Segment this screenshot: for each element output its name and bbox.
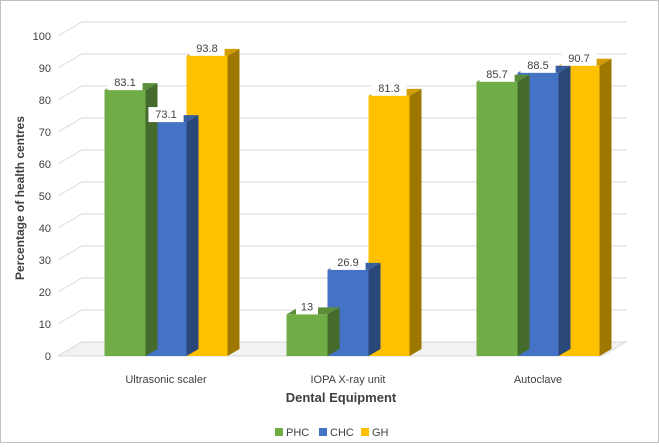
gridlines — [57, 21, 626, 357]
data-label-bg — [520, 57, 556, 73]
data-label-bg — [330, 254, 366, 270]
bar-phc-2 — [476, 74, 530, 356]
y-tick-label: 30 — [39, 255, 51, 267]
legend-item-gh: GH — [361, 427, 389, 439]
data-label: 13 — [296, 299, 318, 315]
y-tick-label: 0 — [45, 351, 51, 363]
gridline — [57, 149, 626, 165]
data-label-text: 88.5 — [527, 60, 548, 72]
bar-phc-0 — [104, 83, 158, 356]
y-tick-label: 40 — [39, 223, 51, 235]
legend-label: PHC — [286, 427, 309, 439]
bar-side — [409, 88, 422, 356]
data-label-text: 26.9 — [337, 257, 358, 269]
data-label: 85.7 — [479, 66, 515, 82]
data-label: 88.5 — [520, 57, 556, 73]
data-label-text: 93.8 — [196, 43, 217, 55]
gridline — [57, 213, 626, 229]
data-label-text: 81.3 — [378, 83, 399, 95]
bar-side — [517, 74, 530, 356]
legend: PHC CHC GH — [275, 427, 389, 439]
gridline — [57, 21, 626, 37]
bar-front — [476, 81, 518, 356]
bar-front — [104, 90, 146, 356]
x-axis-title: Dental Equipment — [286, 390, 397, 405]
x-tick-label: IOPA X-ray unit — [311, 374, 386, 386]
bar-side — [327, 307, 340, 356]
legend-item-chc: CHC — [319, 427, 354, 439]
gridline — [57, 181, 626, 197]
bars — [104, 48, 612, 357]
data-label-text: 13 — [301, 301, 313, 313]
data-label-bg — [148, 107, 184, 123]
bar-phc-1 — [286, 307, 340, 356]
data-label-bg — [189, 40, 225, 56]
data-label-bg — [479, 66, 515, 82]
y-tick-labels: 0 10 20 30 40 50 60 70 80 90 100 — [33, 31, 51, 363]
data-label: 90.7 — [561, 50, 597, 66]
x-tick-label: Autoclave — [514, 374, 562, 386]
data-label-text: 83.1 — [114, 77, 135, 89]
bar-side — [558, 65, 571, 357]
data-label-bg — [561, 50, 597, 66]
y-tick-label: 10 — [39, 319, 51, 331]
x-tick-labels: Ultrasonic scaler IOPA X-ray unit Autoclav… — [125, 374, 562, 386]
legend-swatch — [361, 428, 369, 436]
data-label-text: 73.1 — [155, 109, 176, 121]
legend-label: GH — [372, 427, 389, 439]
y-axis-title: Percentage of health centres — [13, 116, 27, 280]
y-tick-label: 90 — [39, 63, 51, 75]
y-tick-label: 60 — [39, 159, 51, 171]
data-label: 26.9 — [330, 254, 366, 270]
data-label: 83.1 — [107, 75, 143, 91]
gridline — [57, 85, 626, 101]
bar-front — [286, 314, 328, 356]
y-tick-label: 70 — [39, 127, 51, 139]
gridline — [57, 117, 626, 133]
bar-side — [599, 58, 612, 356]
y-tick-label: 80 — [39, 95, 51, 107]
bar-side — [368, 262, 381, 356]
y-tick-label: 50 — [39, 191, 51, 203]
data-label-text: 90.7 — [568, 53, 589, 65]
x-tick-label: Ultrasonic scaler — [125, 374, 207, 386]
data-label-bg — [296, 299, 318, 315]
legend-item-phc: PHC — [275, 427, 309, 439]
data-label: 73.1 — [148, 107, 184, 123]
bar-side — [227, 48, 240, 357]
data-labels: 83.1 73.1 93.8 13 26.9 81.3 85.7 88.5 90.7 — [107, 40, 597, 315]
gridline — [57, 277, 626, 293]
y-tick-label: 100 — [33, 31, 51, 43]
bar-side — [145, 83, 158, 356]
data-label: 93.8 — [189, 40, 225, 56]
gridline — [57, 53, 626, 69]
data-label: 81.3 — [371, 80, 407, 96]
legend-label: CHC — [330, 427, 354, 439]
legend-swatch — [275, 428, 283, 436]
data-label-text: 85.7 — [486, 69, 507, 81]
gridline — [57, 309, 626, 325]
legend-swatch — [319, 428, 327, 436]
gridline — [57, 245, 626, 261]
data-label-bg — [107, 75, 143, 91]
bar-side — [186, 115, 199, 356]
data-label-bg — [371, 80, 407, 96]
y-tick-label: 20 — [39, 287, 51, 299]
